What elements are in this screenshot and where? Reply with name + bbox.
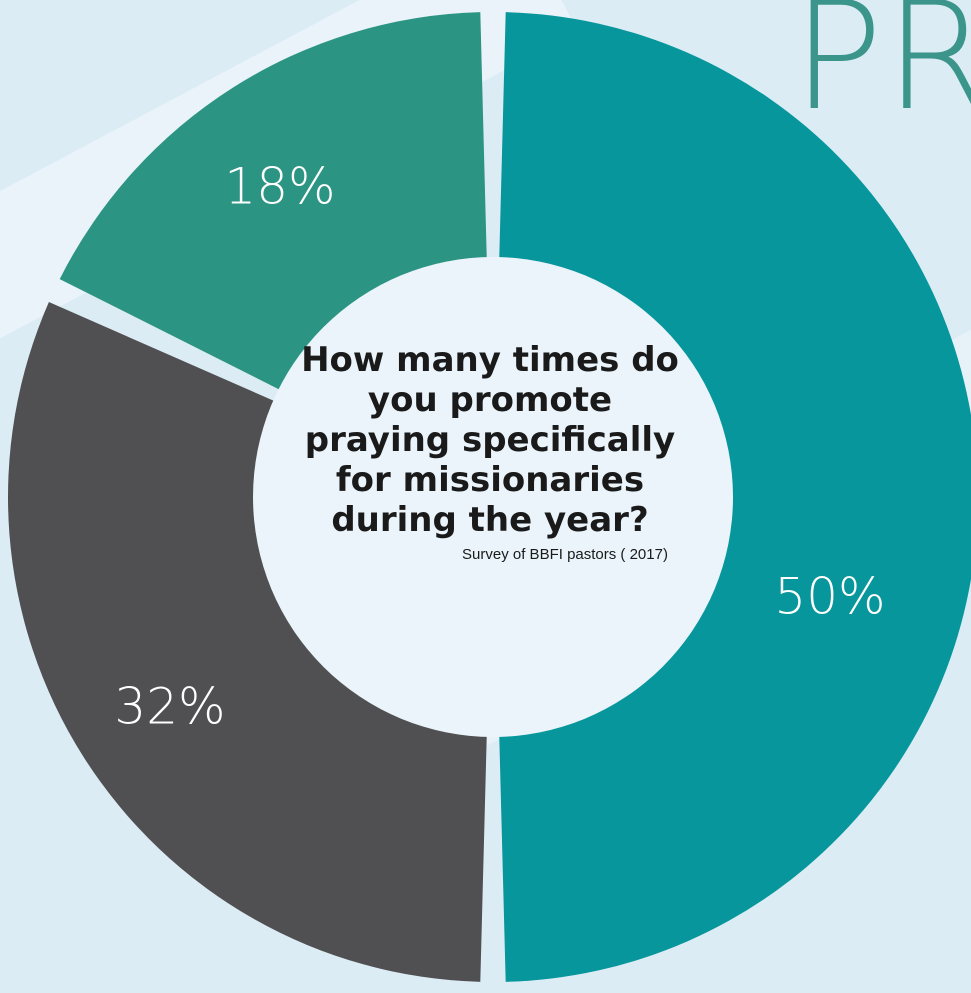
slice-value-label: 32% — [114, 678, 225, 736]
slice-labels: 50% 32% 18% — [114, 158, 885, 736]
chart-title: How many times do you promote praying sp… — [301, 340, 679, 540]
donut-center — [253, 257, 733, 737]
slice-value-label: 50% — [774, 568, 885, 626]
slice-value-label: 18% — [224, 158, 335, 216]
center-question: How many times do you promote praying sp… — [270, 340, 710, 563]
decorative-corner-text: PR — [792, 0, 971, 144]
chart-source: Survey of BBFI pastors ( 2017) — [462, 546, 668, 563]
